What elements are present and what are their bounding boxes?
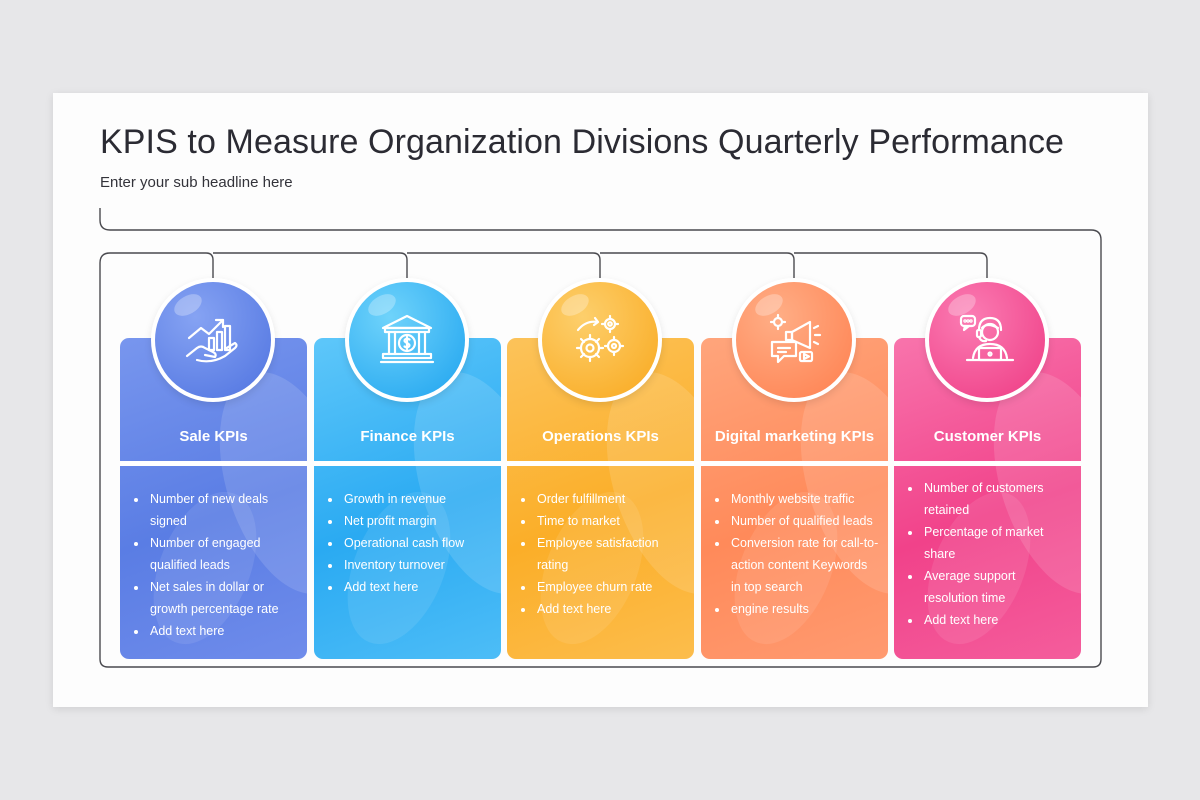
card-heading: Finance KPIs [360,428,455,445]
list-item: Conversion rate for call-to-action conte… [729,532,880,598]
list-item: Employee churn rate [535,576,686,598]
page-title: KPIS to Measure Organization Divisions Q… [100,123,1065,161]
list-item: Number of customers retained [922,477,1073,521]
kpi-list: Number of customers retained Percentage … [904,477,1073,631]
list-item: Add text here [148,620,299,642]
card-customer: Customer KPIs Number of customers retain… [894,338,1081,659]
list-item: Inventory turnover [342,554,493,576]
card-heading: Operations KPIs [542,428,659,445]
list-item: Add text here [535,598,686,620]
gears-icon [575,314,625,363]
list-item: Number of engaged qualified leads [148,532,299,576]
list-item: Net profit margin [342,510,493,532]
card-heading: Sale KPIs [179,428,248,445]
list-item: Add text here [342,576,493,598]
list-item: Number of new deals signed [148,488,299,532]
card-digital-marketing: Digital marketing KPIs Monthly website t… [701,338,888,659]
divider [314,461,501,466]
megaphone-gear-icon [769,313,822,364]
list-item: Average support resolution time [922,565,1073,609]
list-item: Number of qualified leads [729,510,880,532]
list-item: Net sales in dollar or growth percentage… [148,576,299,620]
list-item: Add text here [922,609,1073,631]
list-item: Growth in revenue [342,488,493,510]
list-item: Time to market [535,510,686,532]
list-item: Order fulfillment [535,488,686,510]
list-item: Operational cash flow [342,532,493,554]
card-sale: Sale KPIs Number of new deals signed Num… [120,338,307,659]
list-item: engine results [729,598,880,620]
card-heading: Digital marketing KPIs [714,428,875,445]
list-item: Employee satisfaction rating [535,532,686,576]
divider [894,461,1081,466]
list-item: Percentage of market share [922,521,1073,565]
divider [507,461,694,466]
operations-icon-circle [538,278,662,402]
card-heading: Customer KPIs [933,428,1042,445]
digital-marketing-icon-circle [732,278,856,402]
finance-icon-circle [345,278,469,402]
list-item: Monthly website traffic [729,488,880,510]
kpi-list: Order fulfillment Time to market Employe… [517,488,686,620]
page-subtitle: Enter your sub headline here [100,174,293,191]
customer-icon-circle [925,278,1049,402]
sale-icon-circle [151,278,275,402]
bank-dollar-icon [379,314,435,364]
customer-support-agent-icon [959,314,1015,362]
connector-lines [99,208,1102,668]
kpi-list: Growth in revenue Net profit margin Oper… [324,488,493,598]
divider [701,461,888,466]
slide: KPIS to Measure Organization Divisions Q… [53,93,1148,707]
kpi-list: Monthly website traffic Number of qualif… [711,488,880,620]
kpi-list: Number of new deals signed Number of eng… [130,488,299,642]
divider [120,461,307,466]
sales-growth-hand-icon [185,318,238,363]
